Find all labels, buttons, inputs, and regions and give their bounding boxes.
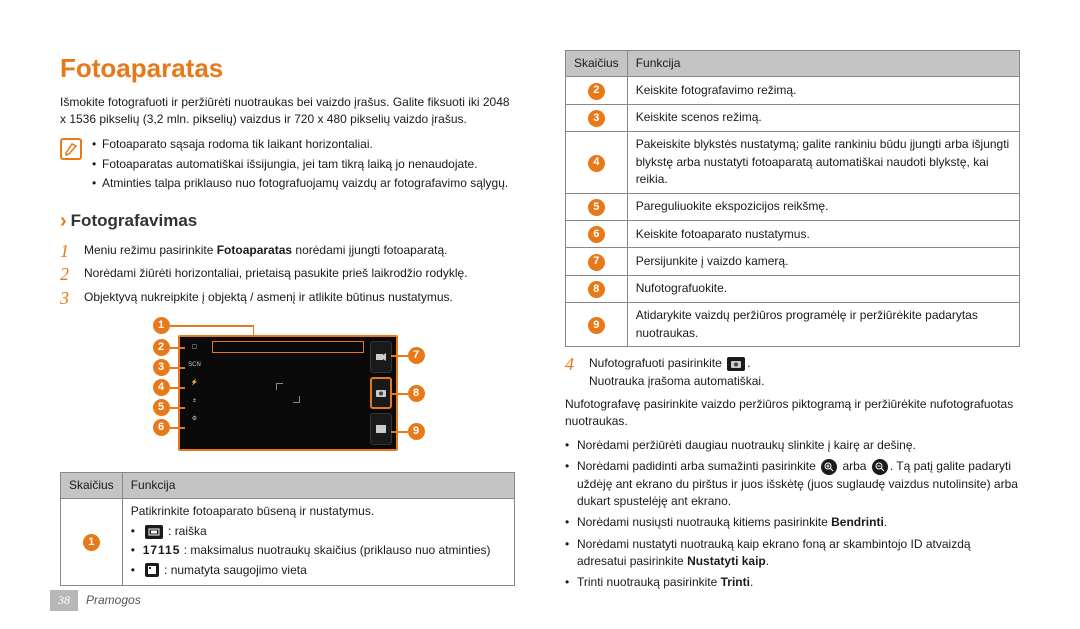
row-number-2: 2 [588, 83, 605, 100]
page-number: 38 [50, 590, 78, 611]
step-number: 3 [60, 289, 76, 309]
exposure-icon: ± [184, 395, 206, 407]
table-row: 7Persijunkite į vaizdo kamerą. [566, 248, 1020, 275]
th-number: Skaičius [566, 51, 628, 77]
table-row: 4Pakeiskite blykstės nustatymą; galite r… [566, 132, 1020, 193]
diagram-label-4: 4 [153, 379, 170, 396]
note-item: Fotoaparatas automatiškai išsijungia, je… [92, 156, 508, 173]
page-title: Fotoaparatas [60, 50, 515, 88]
chevron-icon: › [60, 207, 67, 236]
row1-bullet: : raiška [131, 523, 506, 540]
note-item: Atminties talpa priklauso nuo fotografuo… [92, 175, 508, 192]
step-text: Nufotografuoti pasirinkite . Nuotrauka į… [589, 355, 1020, 390]
footer-section: Pramogos [86, 592, 141, 609]
bullet-zoom: Norėdami padidinti arba sumažinti pasiri… [565, 458, 1020, 510]
step-text: Norėdami žiūrėti horizontaliai, prietais… [84, 265, 515, 285]
th-function: Funkcija [122, 473, 514, 499]
diagram-label-9: 9 [408, 423, 425, 440]
row-number-8: 8 [588, 281, 605, 298]
diagram-label-3: 3 [153, 359, 170, 376]
diagram-label-5: 5 [153, 399, 170, 416]
row-number-5: 5 [588, 199, 605, 216]
note-icon [60, 138, 82, 160]
bullet-setas: Norėdami nustatyti nuotrauką kaip ekrano… [565, 536, 1020, 571]
note-item: Fotoaparato sąsaja rodoma tik laikant ho… [92, 136, 508, 153]
scene-icon: SCN [184, 359, 206, 371]
th-number: Skaičius [61, 473, 123, 499]
flash-icon: ⚡ [184, 377, 206, 389]
function-table-1: Skaičius Funkcija 1 Patikrinkite fotoapa… [60, 472, 515, 586]
row-number-7: 7 [588, 254, 605, 271]
table-row: 8Nufotografuokite. [566, 275, 1020, 302]
diagram-label-7: 7 [408, 347, 425, 364]
intro-text: Išmokite fotografuoti ir peržiūrėti nuot… [60, 94, 515, 129]
camera-diagram: ▢ SCN ⚡ ± ⚙ 1 2 3 4 5 6 [133, 317, 443, 462]
table-row: 3Keiskite scenos režimą. [566, 104, 1020, 131]
gallery-icon [370, 413, 392, 445]
zoom-in-icon [821, 459, 837, 475]
table-row: 6Keiskite fotoaparato nustatymus. [566, 220, 1020, 247]
table-row: 2Keiskite fotografavimo režimą. [566, 77, 1020, 104]
camera-icon [727, 357, 745, 371]
shutter-icon [370, 377, 392, 409]
th-function: Funkcija [627, 51, 1019, 77]
step-text: Objektyvą nukreipkite į objektą / asmenį… [84, 289, 515, 309]
row-number-3: 3 [588, 110, 605, 127]
bullet-share: Norėdami nusiųsti nuotrauką kitiems pasi… [565, 514, 1020, 531]
zoom-out-icon [872, 459, 888, 475]
function-table-2: Skaičius Funkcija 2Keiskite fotografavim… [565, 50, 1020, 347]
camcorder-icon [370, 341, 392, 373]
diagram-label-8: 8 [408, 385, 425, 402]
row1-bullet: : numatyta saugojimo vieta [131, 562, 506, 579]
table-row: 1 Patikrinkite fotoaparato būseną ir nus… [61, 499, 515, 586]
table-row: 9Atidarykite vaizdų peržiūros programėlę… [566, 303, 1020, 347]
resolution-icon [145, 525, 163, 539]
settings-icon: ⚙ [184, 413, 206, 425]
diagram-label-2: 2 [153, 339, 170, 356]
step-number: 4 [565, 355, 581, 390]
row-number-4: 4 [588, 155, 605, 172]
step-number: 1 [60, 242, 76, 262]
mode-icon: ▢ [184, 341, 206, 353]
step-text: Meniu režimu pasirinkite Fotoaparatas no… [84, 242, 515, 262]
bullet-delete: Trinti nuotrauką pasirinkite Trinti. [565, 574, 1020, 591]
row1-lead: Patikrinkite fotoaparato būseną ir nusta… [131, 504, 374, 518]
page-footer: 38 Pramogos [50, 590, 141, 611]
after-step4: Nufotografavę pasirinkite vaizdo peržiūr… [565, 396, 1020, 431]
storage-icon [145, 563, 159, 577]
note-box: Fotoaparato sąsaja rodoma tik laikant ho… [60, 136, 515, 194]
row-number-6: 6 [588, 226, 605, 243]
row-number-1: 1 [83, 534, 100, 551]
row1-bullet: 17115 : maksimalus nuotraukų skaičius (p… [131, 542, 506, 559]
section-heading: ›Fotografavimas [60, 207, 515, 236]
bullet-swipe: Norėdami peržiūrėti daugiau nuotraukų sl… [565, 437, 1020, 454]
table-row: 5Pareguliuokite ekspozicijos reikšmę. [566, 193, 1020, 220]
step-number: 2 [60, 265, 76, 285]
row-number-9: 9 [588, 317, 605, 334]
diagram-label-6: 6 [153, 419, 170, 436]
diagram-label-1: 1 [153, 317, 170, 334]
